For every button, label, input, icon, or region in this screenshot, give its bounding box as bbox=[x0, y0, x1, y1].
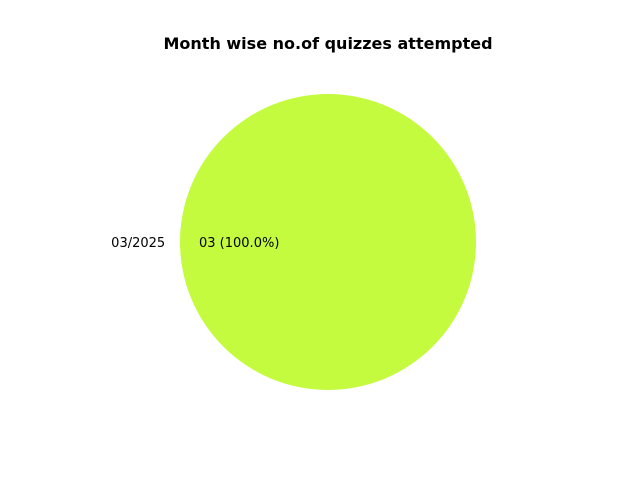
pie-slice bbox=[180, 94, 476, 390]
pie-slices: 03/2025 03 (100.0%) bbox=[111, 94, 476, 390]
slice-category-label: 03/2025 bbox=[111, 236, 165, 251]
chart-title: Month wise no.of quizzes attempted bbox=[163, 34, 492, 53]
slice-value-label: 03 (100.0%) bbox=[199, 236, 279, 251]
